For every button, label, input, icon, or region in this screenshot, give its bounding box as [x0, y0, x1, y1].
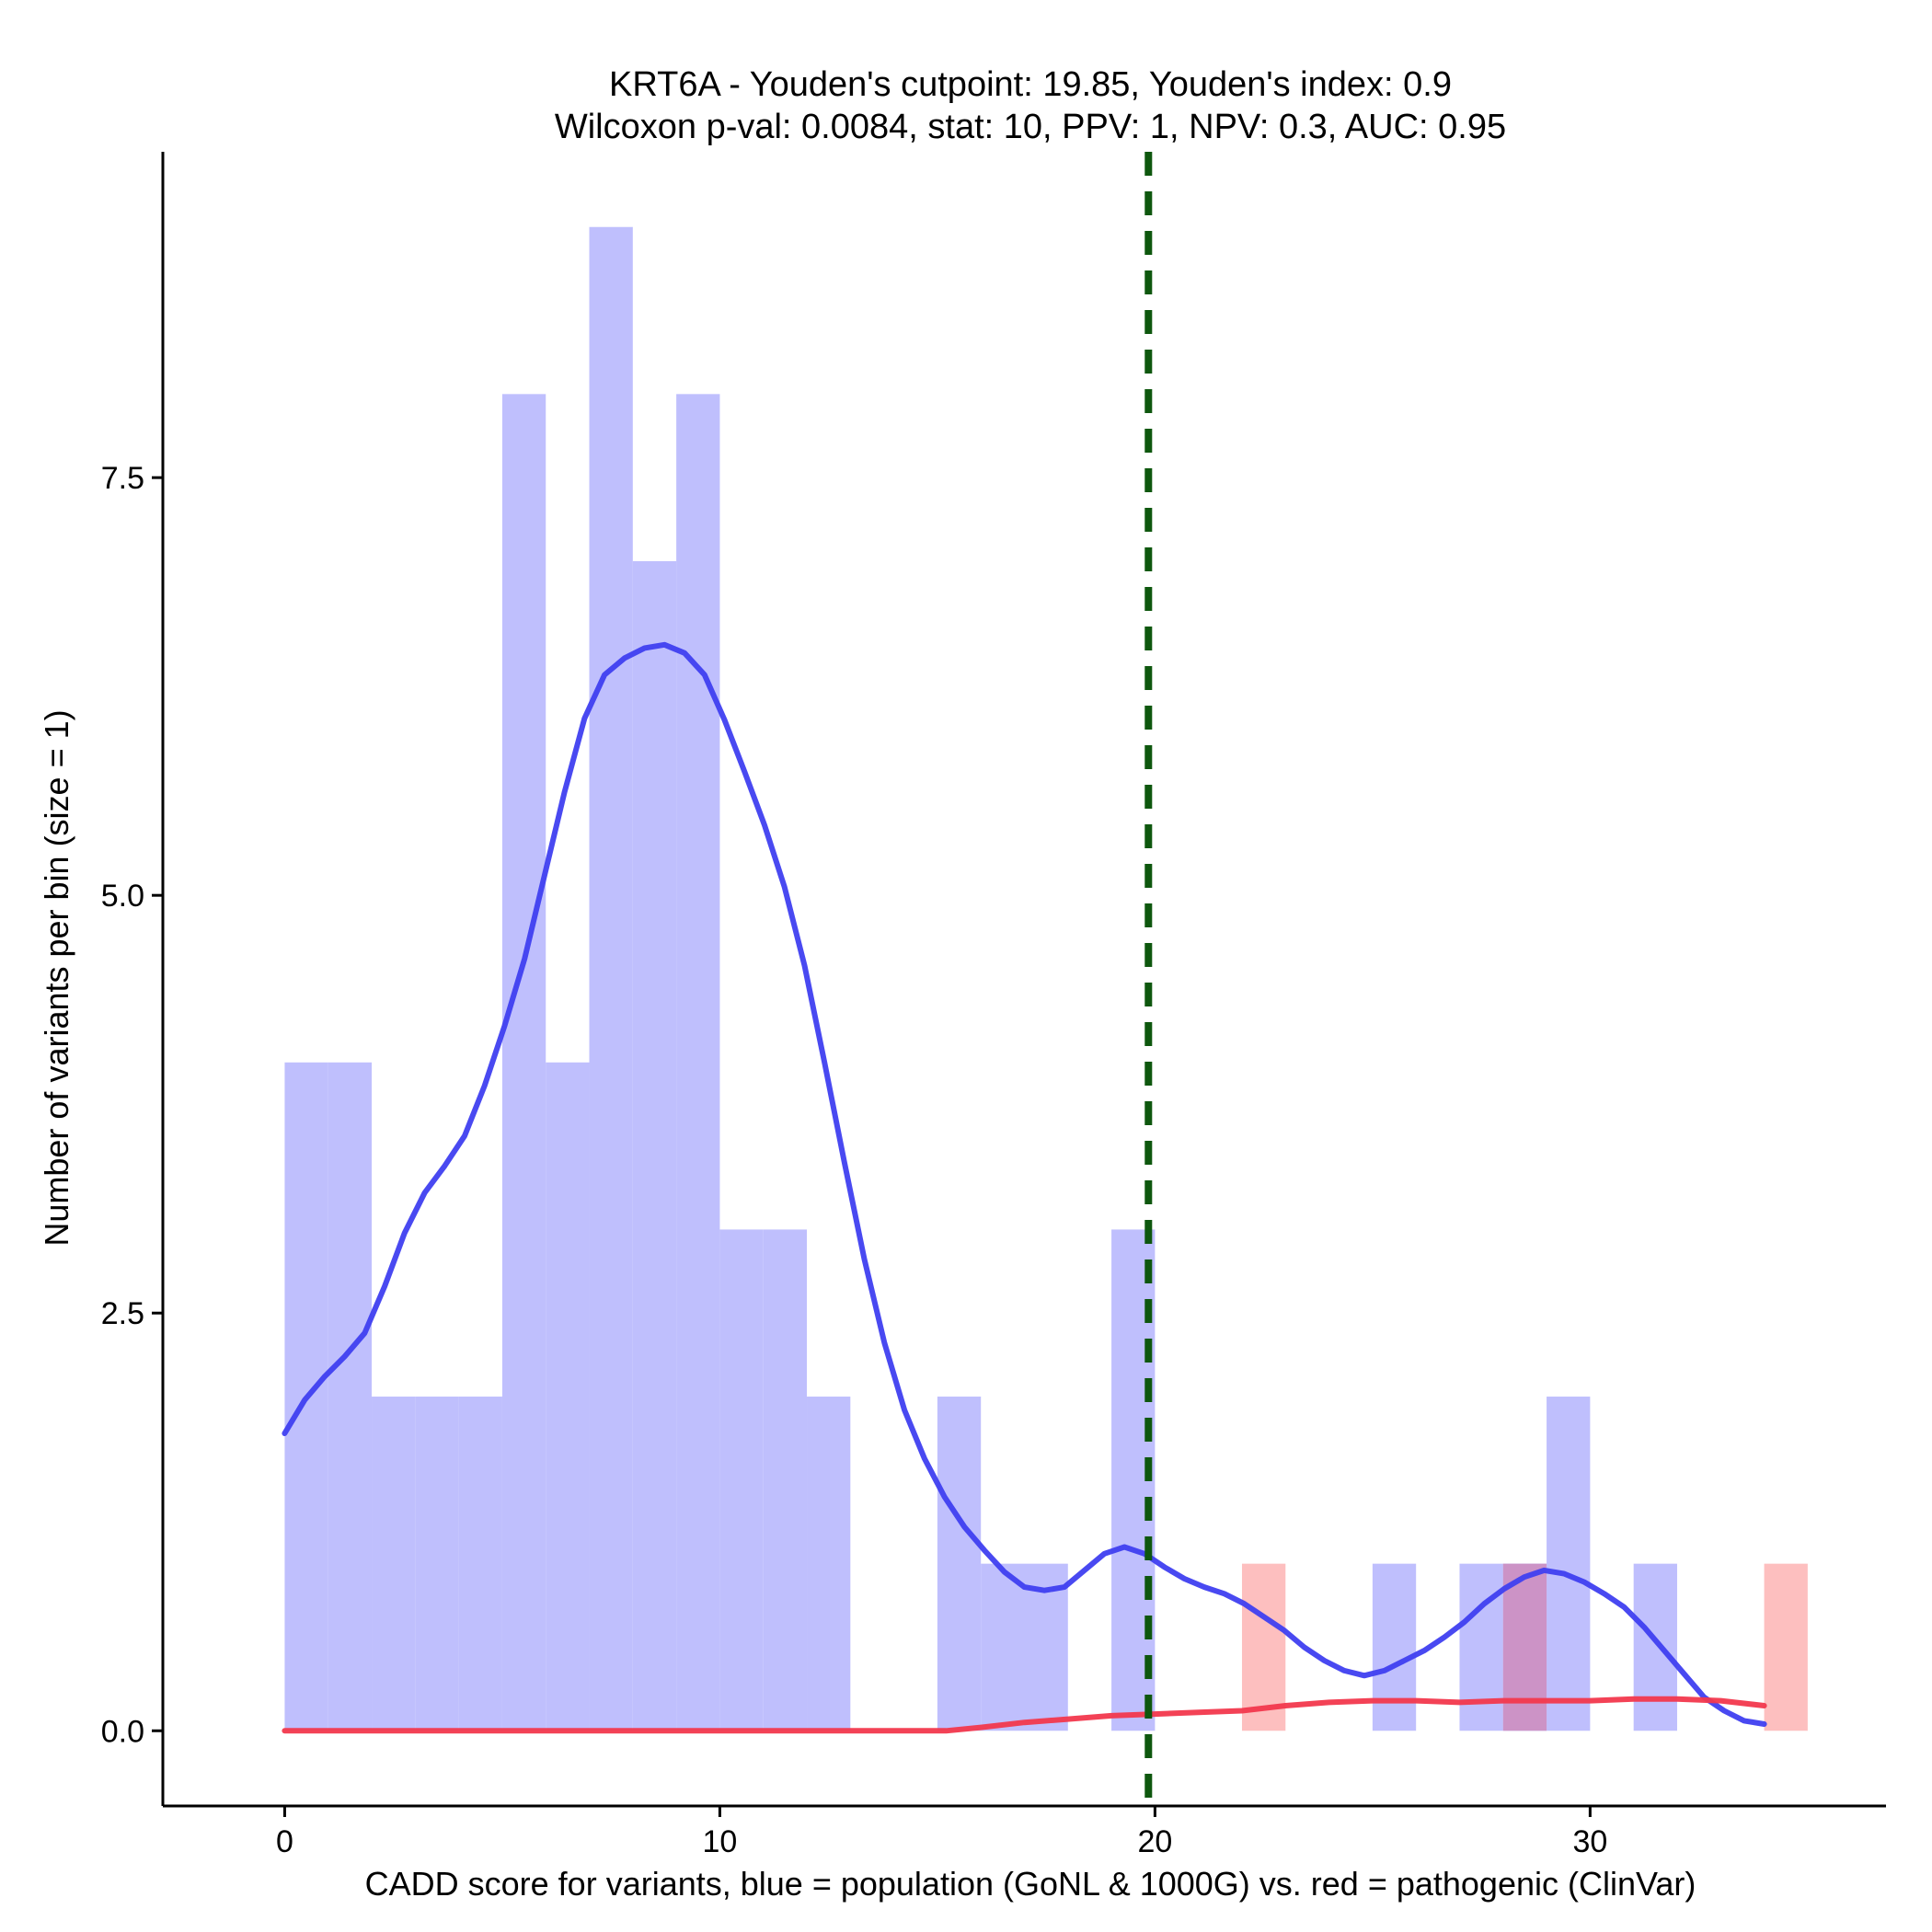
y-tick-label: 2.5: [101, 1296, 144, 1331]
population-bar: [676, 394, 720, 1731]
population-bar: [589, 226, 633, 1731]
population-bar: [937, 1397, 982, 1731]
x-tick-label: 20: [1137, 1824, 1172, 1859]
population-bar: [328, 1062, 373, 1731]
y-axis-title: Number of variants per bin (size = 1): [38, 709, 75, 1246]
x-tick-label: 30: [1572, 1824, 1607, 1859]
population-bar: [546, 1062, 590, 1731]
population-bar: [458, 1397, 502, 1731]
y-tick-label: 5.0: [101, 879, 144, 914]
pathogenic-density-line: [282, 1696, 1767, 1734]
x-axis-title: CADD score for variants, blue = populati…: [365, 1865, 1696, 1903]
population-bar: [1372, 1563, 1417, 1731]
chart-subtitle: Wilcoxon p-val: 0.0084, stat: 10, PPV: 1…: [555, 108, 1506, 146]
population-bars: [284, 226, 1677, 1731]
pathogenic-bars: [1241, 1563, 1808, 1731]
population-bar: [372, 1397, 416, 1731]
y-tick-label: 7.5: [101, 461, 144, 496]
population-bar: [1547, 1397, 1591, 1731]
population-bar: [807, 1397, 851, 1731]
population-bar: [981, 1563, 1025, 1731]
pathogenic-bar: [1241, 1563, 1286, 1731]
population-density-line: [282, 641, 1767, 1727]
x-tick-label: 0: [276, 1824, 293, 1859]
pathogenic-bar: [1764, 1563, 1808, 1731]
population-bar: [1459, 1563, 1503, 1731]
x-axis-ticks: 0 10 20 30: [276, 1806, 1607, 1859]
population-bar: [719, 1229, 764, 1731]
x-tick-label: 10: [703, 1824, 738, 1859]
y-axis-ticks: 0.0 2.5 5.0 7.5: [101, 461, 163, 1749]
chart-title: KRT6A - Youden's cutpoint: 19.85, Youden…: [609, 65, 1452, 104]
population-bar: [632, 560, 677, 1731]
y-tick-label: 0.0: [101, 1714, 144, 1749]
population-bar: [763, 1229, 808, 1731]
population-bar: [1633, 1563, 1677, 1731]
population-bar: [501, 394, 546, 1731]
population-bar: [415, 1397, 459, 1731]
